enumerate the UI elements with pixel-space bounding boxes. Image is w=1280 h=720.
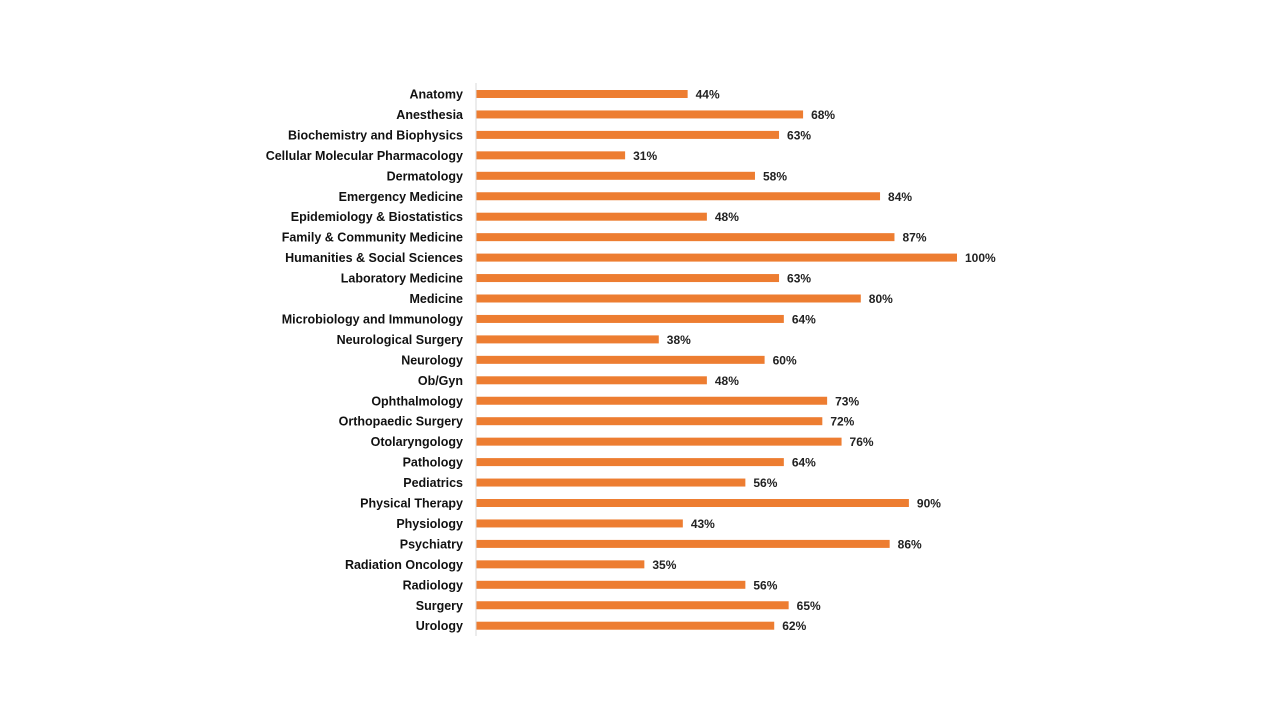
data-label: 80% xyxy=(869,292,893,306)
data-label: 56% xyxy=(753,578,777,592)
data-label: 43% xyxy=(691,517,715,531)
bar-21 xyxy=(476,519,683,528)
bar-4 xyxy=(476,171,755,180)
data-label: 73% xyxy=(835,394,859,408)
data-label: 48% xyxy=(715,210,739,224)
data-label: 44% xyxy=(696,88,720,102)
bar-16 xyxy=(476,417,823,426)
category-label: Neurological Surgery xyxy=(337,333,463,347)
data-label: 60% xyxy=(773,353,797,367)
data-label: 38% xyxy=(667,333,691,347)
bar-8 xyxy=(476,253,957,262)
bar-7 xyxy=(476,233,895,242)
data-label: 35% xyxy=(652,558,676,572)
data-label: 86% xyxy=(898,537,922,551)
bar-11 xyxy=(476,314,784,323)
bar-22 xyxy=(476,539,890,548)
data-label: 63% xyxy=(787,128,811,142)
bar-15 xyxy=(476,396,828,405)
data-label: 62% xyxy=(782,619,806,633)
bar-6 xyxy=(476,212,707,221)
category-label: Emergency Medicine xyxy=(339,190,463,204)
category-label: Cellular Molecular Pharmacology xyxy=(266,149,463,163)
data-label: 65% xyxy=(797,599,821,613)
category-label: Anesthesia xyxy=(396,108,464,122)
category-label: Epidemiology & Biostatistics xyxy=(291,210,463,224)
value-labels-group: 44%68%63%31%58%84%48%87%100%63%80%64%38%… xyxy=(633,88,996,634)
category-label: Physiology xyxy=(396,517,463,531)
category-label: Surgery xyxy=(416,599,463,613)
data-label: 68% xyxy=(811,108,835,122)
data-label: 63% xyxy=(787,272,811,286)
bar-24 xyxy=(476,580,746,589)
category-label: Psychiatry xyxy=(400,537,463,551)
bar-26 xyxy=(476,621,775,630)
bar-5 xyxy=(476,192,881,201)
data-label: 48% xyxy=(715,374,739,388)
data-label: 76% xyxy=(850,435,874,449)
bar-0 xyxy=(476,90,688,98)
category-label: Ob/Gyn xyxy=(418,374,463,388)
bars-group xyxy=(476,90,957,630)
category-label: Pediatrics xyxy=(403,476,463,490)
bar-2 xyxy=(476,130,780,139)
bar-13 xyxy=(476,355,765,364)
category-label: Laboratory Medicine xyxy=(341,272,463,286)
category-label: Pathology xyxy=(403,456,463,470)
category-label: Biochemistry and Biophysics xyxy=(288,128,463,142)
bar-20 xyxy=(476,499,909,507)
category-label: Ophthalmology xyxy=(371,394,463,408)
category-label: Microbiology and Immunology xyxy=(282,312,463,326)
bar-14 xyxy=(476,376,707,385)
category-label: Dermatology xyxy=(387,169,463,183)
data-label: 64% xyxy=(792,312,816,326)
bar-9 xyxy=(476,274,780,283)
bar-17 xyxy=(476,437,842,446)
data-label: 31% xyxy=(633,149,657,163)
data-label: 56% xyxy=(753,476,777,490)
category-label: Radiation Oncology xyxy=(345,558,463,572)
category-label: Otolaryngology xyxy=(371,435,463,449)
category-label: Neurology xyxy=(401,353,463,367)
bar-3 xyxy=(476,151,626,160)
data-label: 64% xyxy=(792,456,816,470)
category-label: Urology xyxy=(416,619,463,633)
bar-10 xyxy=(476,294,861,303)
data-label: 90% xyxy=(917,497,941,511)
data-label: 100% xyxy=(965,251,996,265)
data-label: 58% xyxy=(763,169,787,183)
bar-23 xyxy=(476,560,645,569)
data-label: 87% xyxy=(902,231,926,245)
bar-1 xyxy=(476,110,804,119)
bar-12 xyxy=(476,335,659,344)
data-label: 84% xyxy=(888,190,912,204)
category-label: Radiology xyxy=(403,578,463,592)
category-label: Humanities & Social Sciences xyxy=(285,251,463,265)
category-label: Physical Therapy xyxy=(360,497,463,511)
category-label: Medicine xyxy=(410,292,464,306)
category-label: Anatomy xyxy=(410,88,464,102)
bar-18 xyxy=(476,458,784,467)
category-labels-group: Anatomy Anesthesia Biochemistry and Biophy… xyxy=(266,88,464,634)
bar-19 xyxy=(476,478,746,487)
category-label: Orthopaedic Surgery xyxy=(339,415,463,429)
category-label: Family & Community Medicine xyxy=(282,231,463,245)
bar-25 xyxy=(476,601,789,610)
data-label: 72% xyxy=(830,415,854,429)
